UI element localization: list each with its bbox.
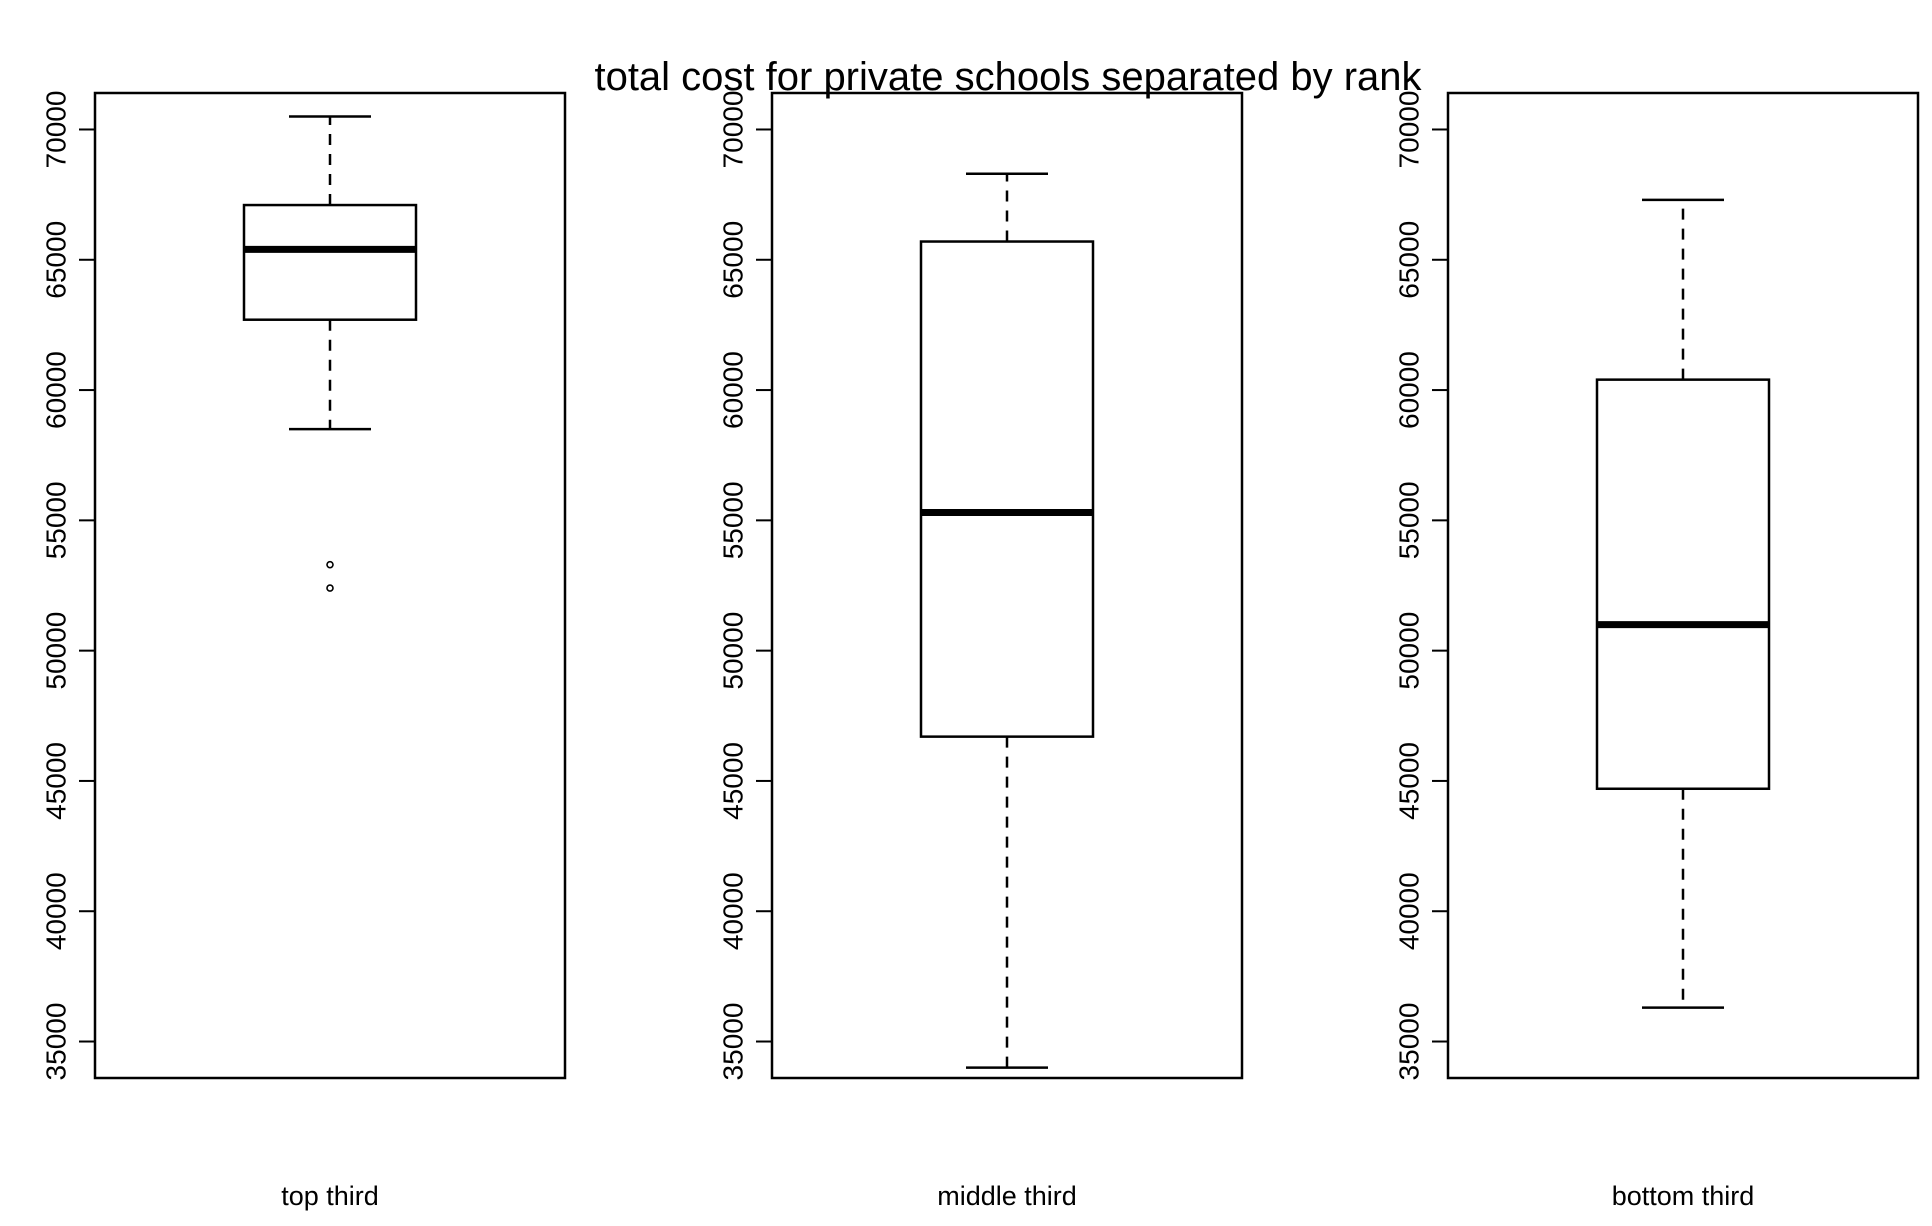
panel-1: 35000 40000 45000 50000 55000 60000 65000 70000…: [41, 91, 567, 1211]
category-label: top third: [281, 1181, 379, 1211]
y-tick-label: 35000: [718, 1003, 749, 1081]
plot-frame: [93, 91, 567, 1080]
y-tick-label: 35000: [41, 1003, 72, 1081]
outlier-point: [326, 560, 334, 569]
y-tick-label: 45000: [1394, 742, 1425, 820]
y-tick-label: 65000: [718, 221, 749, 299]
y-tick-label: 70000: [41, 91, 72, 169]
y-tick-label: 55000: [41, 481, 72, 559]
plot-frame: [1446, 91, 1920, 1080]
y-tick-label: 35000: [1394, 1003, 1425, 1081]
chart-title: total cost for private schools separated…: [594, 55, 1422, 99]
iqr-box: [242, 203, 418, 321]
y-tick-label: 45000: [718, 742, 749, 820]
y-tick-label: 60000: [718, 351, 749, 429]
y-tick-label: 70000: [718, 91, 749, 169]
y-tick-label: 55000: [718, 481, 749, 559]
panel-3: 35000 40000 45000 50000 55000 60000 65000 70000…: [1394, 91, 1920, 1211]
y-tick-label: 45000: [41, 742, 72, 820]
category-label: bottom third: [1612, 1181, 1755, 1211]
outlier-point: [326, 584, 334, 592]
y-tick-label: 60000: [41, 351, 72, 429]
category-label: middle third: [937, 1181, 1077, 1211]
y-tick-label: 70000: [1394, 91, 1425, 169]
iqr-box: [919, 240, 1095, 738]
y-tick-label: 40000: [41, 872, 72, 950]
y-tick-label: 40000: [718, 872, 749, 950]
y-tick-label: 50000: [41, 612, 72, 690]
y-tick-label: 40000: [1394, 872, 1425, 950]
y-tick-label: 65000: [41, 221, 72, 299]
y-tick-label: 55000: [1394, 481, 1425, 559]
y-tick-label: 50000: [718, 612, 749, 690]
plot-frame: [770, 91, 1244, 1080]
iqr-box: [1595, 378, 1771, 791]
y-tick-label: 65000: [1394, 221, 1425, 299]
y-tick-label: 50000: [1394, 612, 1425, 690]
panel-2: 35000 40000 45000 50000 55000 60000 65000 70000…: [718, 91, 1244, 1211]
panels-group: 35000 40000 45000 50000 55000 60000 65000 70000…: [41, 91, 1920, 1211]
y-tick-label: 60000: [1394, 351, 1425, 429]
